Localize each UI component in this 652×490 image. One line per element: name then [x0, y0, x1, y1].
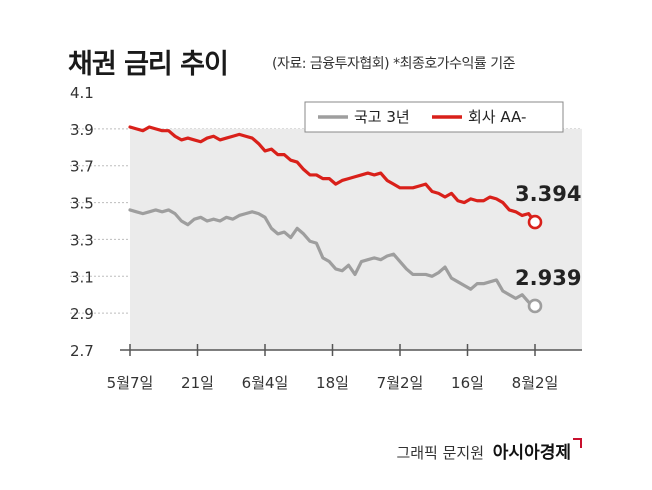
y-tick-label: 3.1 — [70, 268, 94, 286]
series-endpoints: 2.939 3.394 — [515, 182, 581, 314]
brand-logo-text: 아시아경제 — [492, 443, 571, 463]
x-tick-label: 18일 — [316, 374, 349, 392]
x-tick-label: 8월2일 — [512, 374, 559, 392]
credit-text: 그래픽 문지원 — [396, 444, 485, 462]
y-tick-label: 4.1 — [70, 84, 94, 102]
y-axis-labels: 4.1 3.9 3.7 3.5 3.3 3.1 2.9 2.7 — [70, 84, 94, 360]
series-line — [128, 208, 537, 308]
source-note: (자료: 금융투자협회) *최종호가수익률 기준 — [272, 56, 515, 72]
series-end-value-label: 3.394 — [515, 182, 581, 206]
series-end-marker — [527, 214, 543, 230]
x-tick-label: 6월4일 — [242, 374, 289, 392]
brand-mark-icon — [573, 438, 582, 448]
y-tick-label: 3.3 — [70, 231, 94, 249]
graphic-credit: 그래픽 문지원 아시아경제 — [396, 438, 582, 463]
series-lines — [128, 125, 537, 308]
x-tick-label: 21일 — [181, 374, 214, 392]
x-tick-label: 16일 — [451, 374, 484, 392]
series-end-value-label: 2.939 — [515, 266, 581, 290]
legend-label: 회사 AA- — [468, 108, 526, 126]
shaded-area — [130, 128, 582, 350]
y-tick-label: 3.5 — [70, 195, 94, 213]
series-end-marker — [527, 298, 543, 314]
y-tick-label: 2.7 — [70, 342, 94, 360]
legend: 국고 3년 회사 AA- — [304, 101, 564, 133]
x-tick-label: 7월2일 — [377, 374, 424, 392]
y-tick-label: 3.9 — [70, 121, 94, 139]
x-tick-label: 5월7일 — [107, 374, 154, 392]
series-line — [128, 125, 537, 224]
x-axis-ticks: 5월7일 21일 6월4일 18일 7월2일 16일 8월2일 — [107, 344, 559, 392]
page-title: 채권 금리 추이 — [68, 49, 229, 80]
legend-label: 국고 3년 — [354, 108, 410, 126]
y-tick-label: 2.9 — [70, 305, 94, 323]
y-tick-label: 3.7 — [70, 158, 94, 176]
